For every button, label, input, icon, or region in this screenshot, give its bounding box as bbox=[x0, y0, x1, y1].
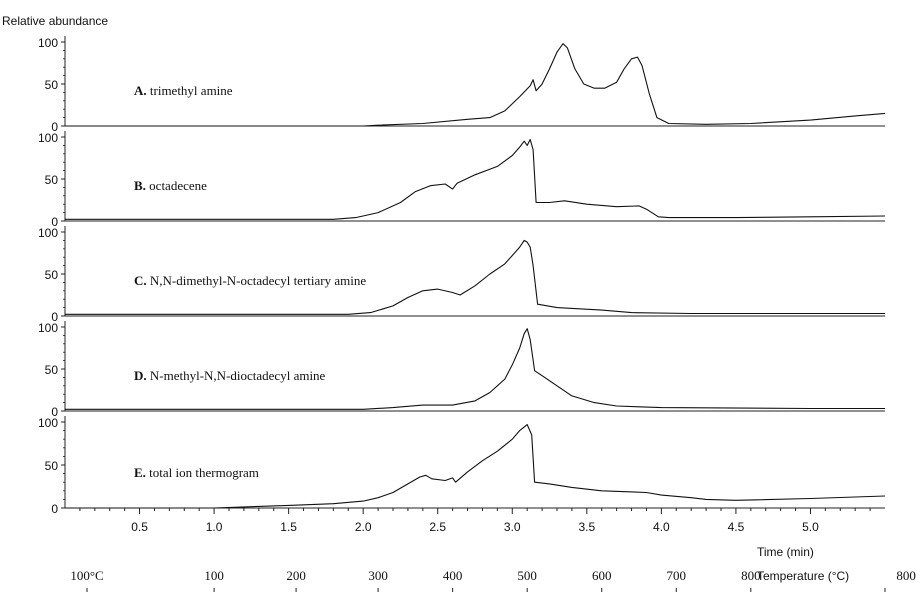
x-tick-label: 3.5 bbox=[578, 520, 595, 534]
y-tick-label: 0 bbox=[51, 215, 58, 229]
temperature-tick-label: 300 bbox=[368, 568, 388, 583]
temperature-tick-label: 100 bbox=[204, 568, 224, 583]
temperature-tick-label: 700 bbox=[667, 568, 687, 583]
y-tick-label: 50 bbox=[45, 363, 59, 377]
y-tick-label: 50 bbox=[45, 459, 59, 473]
chart-panels: 0 50 100 A. trimethyl amine 0 50 100 B. octadec… bbox=[38, 36, 886, 516]
x-tick-label: 1.5 bbox=[280, 520, 297, 534]
temperature-tick-label: 400 bbox=[443, 568, 463, 583]
series-line bbox=[65, 138, 886, 220]
series-line bbox=[65, 328, 885, 410]
y-tick-label: 0 bbox=[51, 502, 58, 516]
y-tick-label: 100 bbox=[38, 416, 58, 430]
temperature-axis-label: Temperature (°C) bbox=[757, 569, 849, 583]
y-tick-label: 100 bbox=[38, 36, 58, 50]
y-tick-label: 100 bbox=[38, 226, 58, 240]
x-tick-label: 0.5 bbox=[131, 520, 148, 534]
series-line bbox=[65, 239, 885, 315]
temperature-tick-label: 600 bbox=[592, 568, 612, 583]
y-axis-label: Relative abundance bbox=[2, 14, 108, 28]
panel-b: 0 50 100 B. octadecene bbox=[38, 131, 886, 229]
panel-label: C. N,N-dimethyl-N-octadecyl tertiary ami… bbox=[134, 273, 366, 288]
y-tick-label: 50 bbox=[45, 78, 59, 92]
y-tick-label: 50 bbox=[45, 173, 59, 187]
panel-label: D. N-methyl-N,N-dioctadecyl amine bbox=[134, 368, 326, 383]
series-line bbox=[65, 43, 886, 127]
x-axis: 0.5 1.0 1.5 2.0 2.5 3.0 3.5 4.0 4.5 5.0 bbox=[79, 508, 871, 534]
series-line bbox=[65, 424, 886, 509]
y-tick-label: 100 bbox=[38, 131, 58, 145]
panel-e: 0 50 100 E. total ion thermogram bbox=[38, 416, 886, 516]
y-tick-label: 0 bbox=[51, 310, 58, 324]
panel-d: 0 50 100 D. N-methyl-N,N-dioctadecyl amine bbox=[38, 321, 885, 419]
y-tick-label: 0 bbox=[51, 405, 58, 419]
temperature-tick-label: 800 bbox=[741, 568, 761, 583]
temperature-tick-label: 100°C bbox=[70, 568, 103, 583]
panel-a: 0 50 100 A. trimethyl amine bbox=[38, 36, 886, 134]
panel-label: E. total ion thermogram bbox=[134, 465, 259, 480]
temperature-tick-label: 200 bbox=[286, 568, 306, 583]
x-tick-label: 2.0 bbox=[355, 520, 372, 534]
x-tick-label: 5.0 bbox=[802, 520, 819, 534]
x-tick-label: 1.0 bbox=[206, 520, 223, 534]
x-tick-label: 3.0 bbox=[504, 520, 521, 534]
panel-label: B. octadecene bbox=[134, 178, 207, 193]
x-tick-label: 4.0 bbox=[653, 520, 670, 534]
y-tick-label: 50 bbox=[45, 268, 59, 282]
panel-label: A. trimethyl amine bbox=[134, 83, 233, 98]
x-tick-label: 2.5 bbox=[429, 520, 446, 534]
x-tick-label: 4.5 bbox=[728, 520, 745, 534]
temperature-tick-label: 500 bbox=[517, 568, 537, 583]
x-axis-label: Time (min) bbox=[757, 545, 814, 559]
y-tick-label: 100 bbox=[38, 321, 58, 335]
temperature-tick-label: 800°C bbox=[896, 568, 916, 583]
temperature-axis: 100°C 100 200 300 400 500 600 700 800 800°C bbox=[70, 568, 916, 592]
panel-c: 0 50 100 C. N,N-dimethyl-N-octadecyl tertia… bbox=[38, 226, 885, 324]
y-tick-label: 0 bbox=[51, 120, 58, 134]
